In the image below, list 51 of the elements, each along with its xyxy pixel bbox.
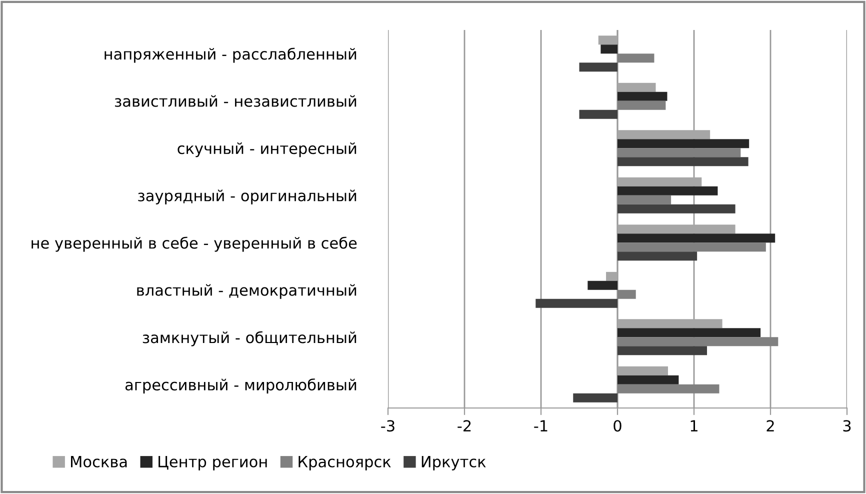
bar: [618, 224, 736, 234]
bar: [618, 337, 778, 346]
bar: [579, 62, 618, 72]
bar: [536, 298, 618, 308]
bar: [618, 252, 698, 261]
bar: [618, 328, 761, 338]
bar: [588, 280, 618, 290]
x-tick-label: -2: [458, 420, 471, 432]
y-tick-label: властный - демократичный: [137, 284, 356, 299]
bar: [618, 204, 736, 214]
legend-label: Москва: [71, 456, 127, 468]
bar: [618, 139, 750, 148]
x-tick-label: 1: [690, 420, 698, 432]
bar: [618, 366, 668, 376]
x-tick-label: 2: [766, 420, 774, 432]
x-tick-label: 3: [843, 420, 851, 432]
bar: [618, 100, 666, 110]
y-tick-label: замкнутый - общительный: [142, 331, 356, 346]
bar: [600, 44, 618, 54]
bar: [618, 346, 708, 356]
y-tick-label: завистливый - независтливый: [115, 95, 356, 107]
y-tick-label: скучный - интересный: [178, 142, 356, 158]
bar: [618, 148, 741, 158]
bar: [618, 384, 720, 394]
bar: [598, 36, 618, 45]
y-tick-label: заурядный - оригинальный: [138, 190, 356, 204]
bar: [618, 54, 654, 63]
x-tick-label: -1: [534, 420, 548, 432]
bar: [618, 195, 672, 204]
bar: [618, 186, 718, 196]
bar: [618, 92, 668, 101]
legend-label: Центр регион: [158, 456, 267, 470]
bar: [573, 393, 618, 402]
legend-label: Иркутск: [422, 456, 486, 470]
y-tick-label: не уверенный в себе - уверенный в себе: [32, 236, 357, 252]
x-tick-label: 0: [614, 420, 622, 432]
bar: [618, 290, 636, 299]
bar: [618, 375, 679, 384]
bar: [618, 130, 710, 140]
y-tick-label: напряженный - расслабленный: [104, 48, 356, 63]
bar: [618, 319, 722, 328]
bar: [618, 234, 776, 243]
x-tick-label: -3: [381, 420, 394, 432]
bar: [618, 82, 656, 92]
legend-label: Красноярск: [298, 456, 391, 470]
bar: [618, 157, 748, 166]
bar: [618, 177, 702, 186]
bar: [579, 110, 618, 119]
y-tick-label: агрессивный - миролюбивый: [125, 378, 356, 394]
bar: [618, 242, 766, 252]
bar: [606, 272, 618, 281]
